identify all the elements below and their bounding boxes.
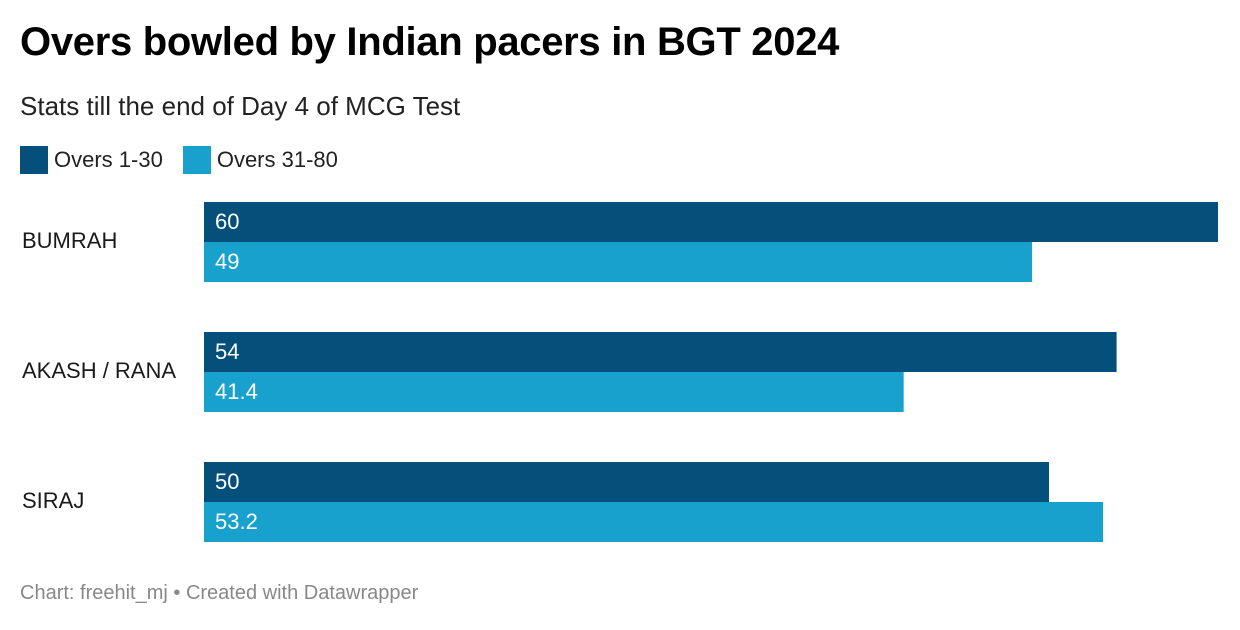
bar-bumrah-series-2 [204,242,1033,282]
legend-label: Overs 31-80 [216,147,338,172]
chart-title: Overs bowled by Indian pacers in BGT 202… [20,20,840,64]
bar-bumrah-series-1 [204,202,1218,242]
value-label-bumrah-series-1: 60 [215,209,239,234]
legend-swatch [20,146,48,174]
chart-subtitle: Stats till the end of Day 4 of MCG Test [20,91,461,121]
value-label-siraj-series-1: 50 [215,469,239,494]
value-label-akash-rana-series-2: 41.4 [215,379,258,404]
category-label-siraj: SIRAJ [22,488,84,513]
value-label-siraj-series-2: 53.2 [215,509,258,534]
category-label-bumrah: BUMRAH [22,228,117,253]
legend-label: Overs 1-30 [54,147,163,172]
bar-akash-rana-series-2 [204,372,904,412]
chart-footer: Chart: freehit_mj • Created with Datawra… [20,582,419,604]
bar-akash-rana-series-1 [204,332,1117,372]
value-label-bumrah-series-2: 49 [215,249,239,274]
bar-siraj-series-2 [204,502,1104,542]
legend-item-overs-31-80: Overs 31-80 [182,146,338,174]
legend: Overs 1-30 Overs 31-80 [20,146,358,174]
category-label-akash-rana: AKASH / RANA [22,358,176,383]
value-label-akash-rana-series-1: 54 [215,339,239,364]
legend-item-overs-1-30: Overs 1-30 [20,146,163,174]
legend-swatch [182,146,211,174]
bar-siraj-series-1 [204,462,1049,502]
